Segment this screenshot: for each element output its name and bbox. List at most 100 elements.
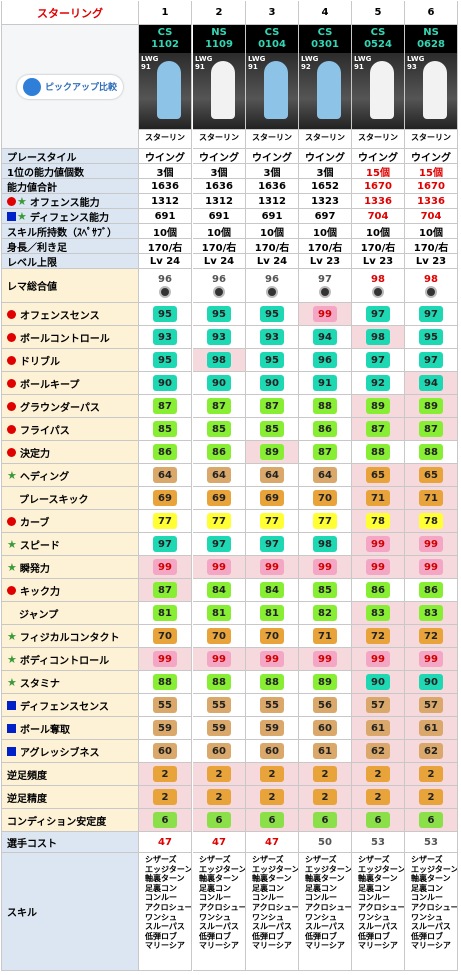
row-label: ボールコントロール <box>20 333 110 345</box>
player-image: LWG 93 <box>405 53 457 129</box>
skill-item: 軸裏ターン <box>358 874 398 884</box>
card-position: LWG 92 <box>301 55 318 71</box>
stat-badge: 92 <box>366 375 390 391</box>
extra-badge: 2 <box>366 766 390 782</box>
value: 170/右 <box>147 242 183 254</box>
red-circle-icon <box>7 585 16 595</box>
row-label: ジャンプ <box>19 609 59 621</box>
info-value: ウイング <box>299 149 352 164</box>
stat-value: 99 <box>299 303 352 326</box>
stat-badge: 70 <box>313 490 337 506</box>
skill-item: 軸裏ターン <box>145 874 185 884</box>
stat-value: 59 <box>193 717 246 740</box>
value: 1636 <box>205 180 233 192</box>
stat-badge: 85 <box>313 582 337 598</box>
card-type: CS <box>370 27 386 38</box>
stat-value: 97 <box>405 349 458 372</box>
stat-row: ボール奪取 59 59 59 60 61 61 <box>1 717 459 740</box>
value: 10個 <box>419 227 443 239</box>
stat-badge: 85 <box>260 421 284 437</box>
stat-badge: 91 <box>313 375 337 391</box>
info-value: 3個 <box>193 164 246 179</box>
stat-value: 88 <box>352 441 405 464</box>
pickup-compare-badge[interactable]: ピックアップ比較 <box>16 74 123 99</box>
value: 3個 <box>210 167 228 179</box>
compare-label: ピックアップ比較 <box>44 83 117 93</box>
rema-icon <box>372 285 384 298</box>
skill-item: スルーパス <box>145 922 185 932</box>
rema-number: 98 <box>424 273 438 285</box>
stat-label: ★ 瞬発力 <box>1 556 139 579</box>
stat-badge: 69 <box>260 490 284 506</box>
info-value: 170/右 <box>193 239 246 254</box>
card-position: LWG 91 <box>354 55 371 71</box>
green-star-icon: ★ <box>7 675 17 689</box>
stat-badge: 88 <box>207 674 231 690</box>
stat-value: 72 <box>405 625 458 648</box>
extra-badge: 2 <box>153 789 177 805</box>
row-label: 身長／利き足 <box>7 242 67 254</box>
extra-value: 2 <box>352 786 405 809</box>
stat-value: 56 <box>299 694 352 717</box>
value: 704 <box>420 210 442 222</box>
extra-value: 6 <box>246 809 299 832</box>
stat-badge: 88 <box>153 674 177 690</box>
stat-value: 93 <box>246 326 299 349</box>
stat-value: 99 <box>139 556 192 579</box>
value: Lv 23 <box>309 255 341 267</box>
extra-badge: 6 <box>366 812 390 828</box>
stat-badge: 93 <box>260 329 284 345</box>
stat-label: ★ ヘディング <box>1 464 139 487</box>
stat-value: 71 <box>299 625 352 648</box>
col-header-6: 6 <box>405 1 458 25</box>
blue-square-icon <box>7 700 16 710</box>
info-value: Lv 24 <box>139 254 192 269</box>
stat-value: 85 <box>139 418 192 441</box>
player-figure <box>211 61 235 119</box>
skill-item: コンルー <box>411 893 443 903</box>
skill-item: 軸裏ターン <box>252 874 292 884</box>
player-image: LWG 92 <box>299 53 351 129</box>
extra-row: 逆足精度 2 2 2 2 2 2 <box>1 786 459 809</box>
stat-value: 70 <box>246 625 299 648</box>
info-row: ★ ディフェンス能力 691 691 691 697 704 704 <box>1 209 459 224</box>
stat-badge: 60 <box>207 743 231 759</box>
stat-badge: 98 <box>207 352 231 368</box>
stat-row: 決定力 86 86 89 87 88 88 <box>1 441 459 464</box>
stat-value: 88 <box>299 395 352 418</box>
value: Lv 23 <box>415 255 447 267</box>
extra-badge: 6 <box>419 812 443 828</box>
card-name: スターリンク゛ <box>405 129 457 145</box>
card-number: 1109 <box>205 39 233 50</box>
stat-value: 95 <box>139 303 192 326</box>
stat-badge: 57 <box>366 697 390 713</box>
stat-badge: 95 <box>153 352 177 368</box>
stat-value: 88 <box>139 671 192 694</box>
position: LWG <box>407 55 425 63</box>
skill-item: ワンシュ <box>199 912 231 922</box>
info-value: Lv 23 <box>405 254 458 269</box>
skill-item: 足裏コン <box>358 883 390 893</box>
row-label: ディフェンスセンス <box>20 701 109 713</box>
stat-badge: 99 <box>313 651 337 667</box>
red-circle-icon <box>7 332 16 342</box>
stat-value: 78 <box>405 510 458 533</box>
value: 3個 <box>316 167 334 179</box>
stat-value: 77 <box>299 510 352 533</box>
cost: 50 <box>318 836 332 848</box>
rema-value: 98 <box>405 269 458 303</box>
info-value: ウイング <box>405 149 458 164</box>
stat-badge: 55 <box>260 697 284 713</box>
info-value: 1670 <box>405 179 458 194</box>
skill-item: マリーシア <box>411 941 451 951</box>
position: LWG <box>195 55 213 63</box>
stat-row: ★ ヘディング 64 64 64 64 65 65 <box>1 464 459 487</box>
skill-item: 足裏コン <box>305 883 337 893</box>
stat-badge: 64 <box>153 467 177 483</box>
